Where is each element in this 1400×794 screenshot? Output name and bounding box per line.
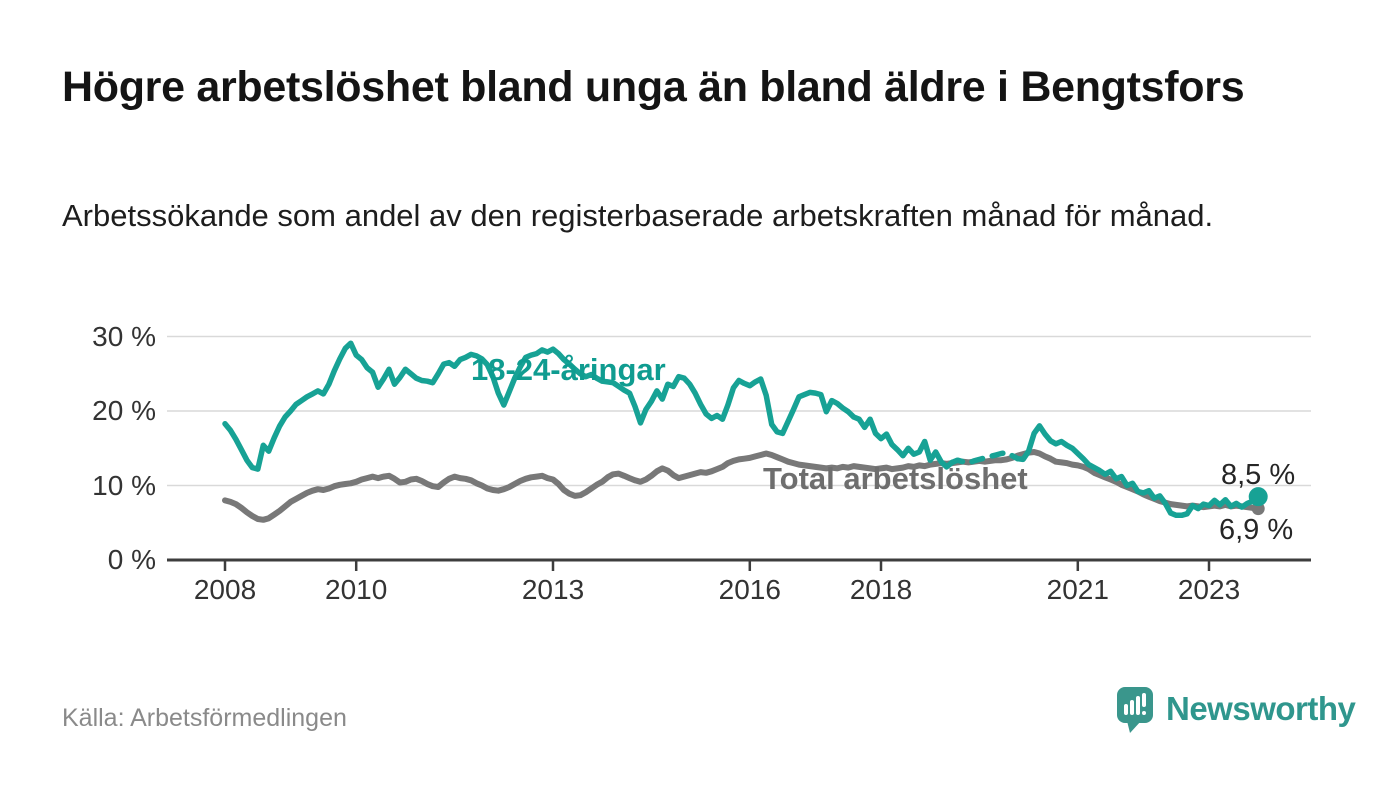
logo-bar-2	[1130, 700, 1134, 715]
y-axis-label-30: 30 %	[92, 320, 156, 352]
logo-bar-1	[1124, 704, 1128, 715]
source-note: Källa: Arbetsförmedlingen	[62, 704, 347, 732]
newsworthy-logo: Newsworthy	[1117, 687, 1356, 733]
series-label-total: Total arbetslöshet	[763, 461, 1028, 496]
series-line-total	[222, 449, 1262, 523]
newsworthy-wordmark: Newsworthy	[1166, 690, 1356, 727]
page-title: Högre arbetslöshet bland unga än bland ä…	[62, 63, 1245, 111]
y-axis-label-0: 0 %	[107, 544, 156, 575]
logo-exclamation-dot	[1142, 711, 1146, 715]
logo-bar-3	[1136, 696, 1140, 715]
logo-exclamation-bar	[1142, 693, 1146, 707]
end-value-label-youth: 8,5 %	[1221, 459, 1296, 491]
series-line-youth	[222, 340, 955, 472]
x-axis-ticks	[223, 561, 1211, 571]
x-axis-label-2010: 2010	[325, 574, 388, 605]
x-axis-label-2023: 2023	[1177, 574, 1241, 605]
end-value-label-total: 6,9 %	[1219, 514, 1294, 546]
x-axis-label-2016: 2016	[718, 574, 781, 605]
series-end-dot-youth	[1248, 487, 1268, 507]
x-axis-label-2013: 2013	[521, 574, 585, 605]
x-axis-label-2008: 2008	[193, 574, 257, 605]
x-axis-label-2018: 2018	[849, 574, 913, 605]
series-line-youth-dashed	[949, 449, 1021, 466]
y-axis-label-10: 10 %	[92, 469, 156, 501]
x-axis-label-2021: 2021	[1046, 574, 1109, 605]
newsworthy-logo-icon	[1117, 687, 1153, 733]
page-subtitle: Arbetssökande som andel av den registerb…	[62, 198, 1214, 233]
y-axis-label-20: 20 %	[92, 395, 156, 426]
series-label-youth: 18-24-åringar	[471, 352, 666, 387]
series-line-youth	[1014, 423, 1261, 519]
